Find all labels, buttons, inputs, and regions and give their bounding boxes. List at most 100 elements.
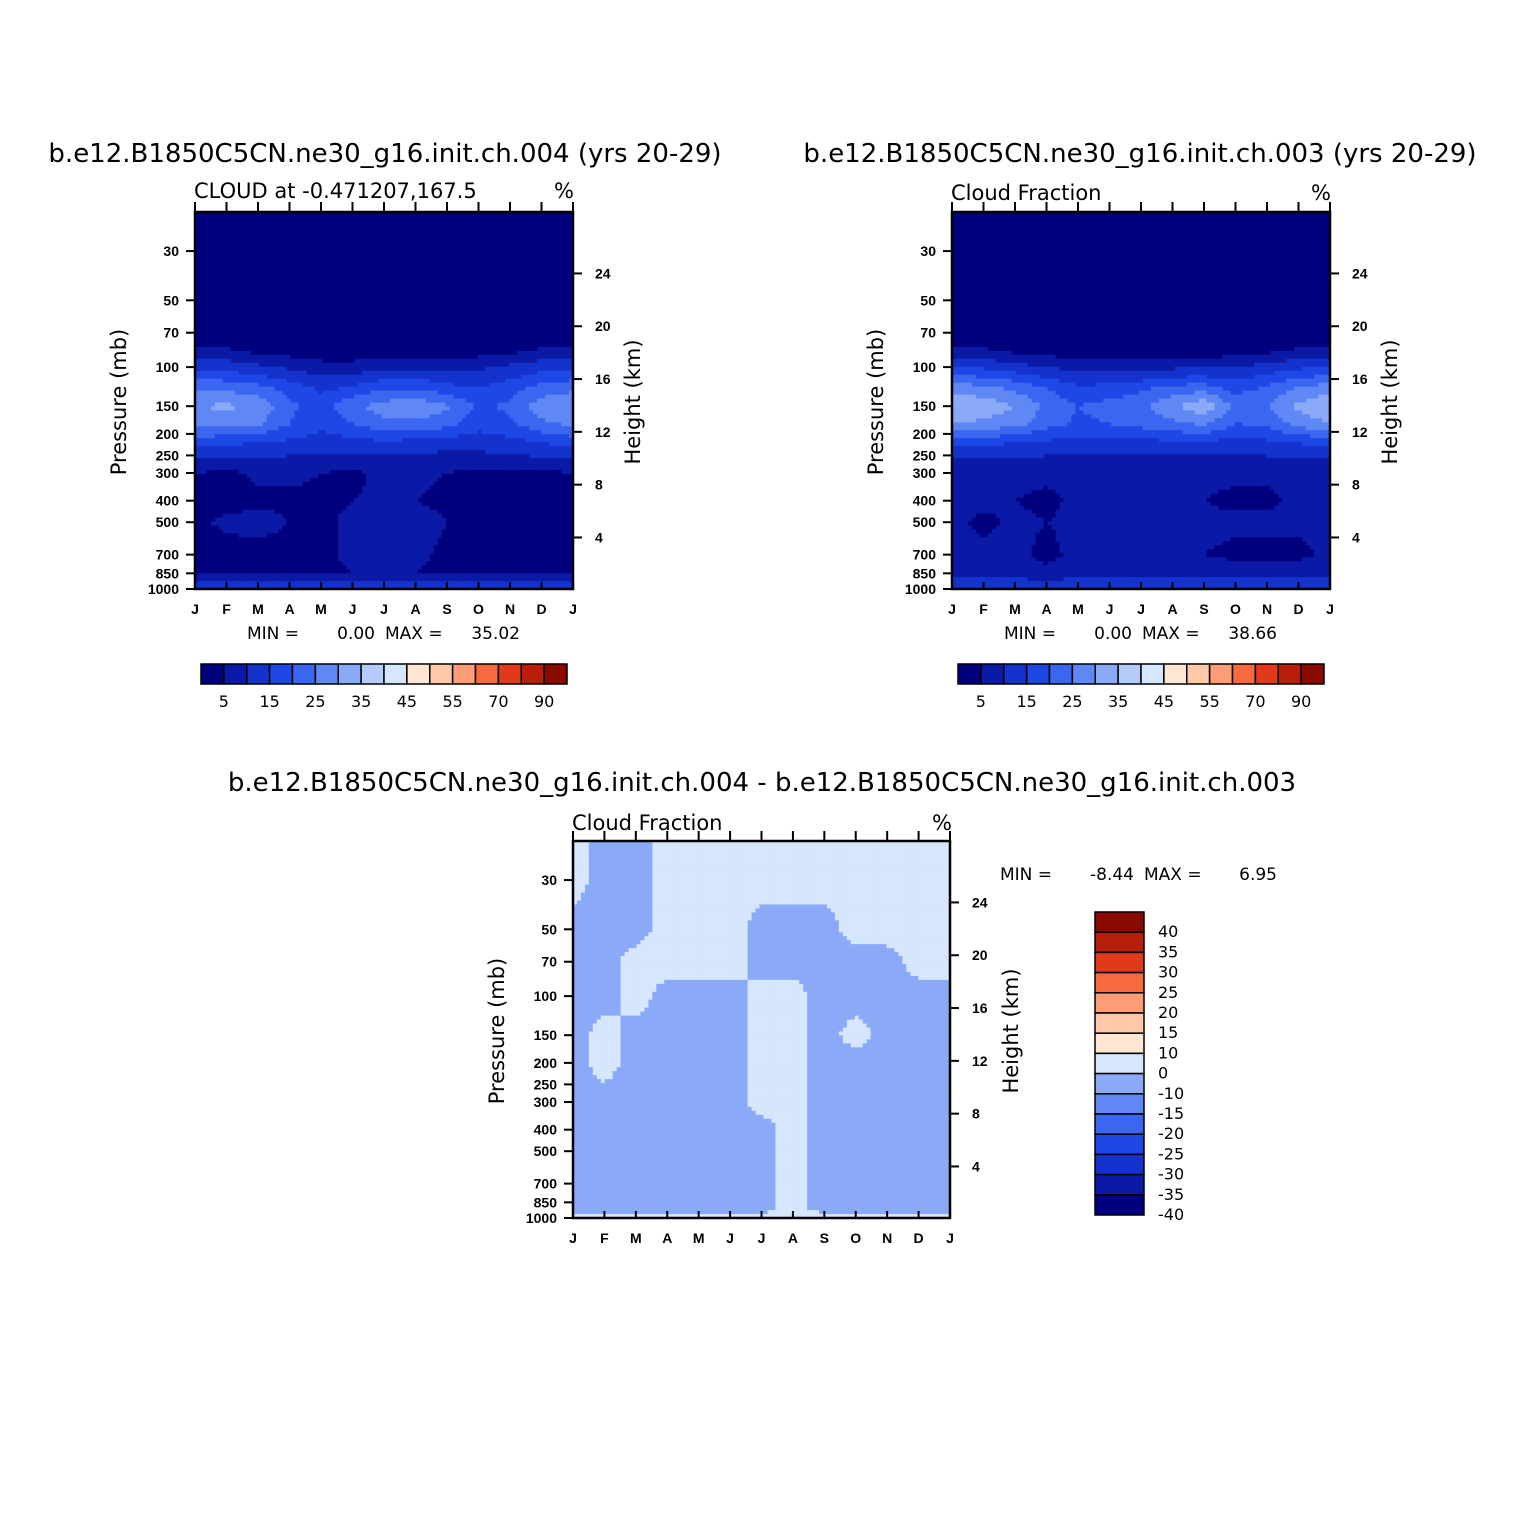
- contour-cell: [358, 311, 363, 316]
- contour-cell: [342, 378, 347, 384]
- contour-cell: [429, 374, 435, 380]
- contour-cell: [433, 342, 439, 348]
- contour-cell: [354, 287, 359, 292]
- contour-cell: [210, 283, 216, 288]
- contour-cell: [366, 386, 371, 392]
- contour-cell: [230, 418, 236, 423]
- contour-cell: [517, 350, 522, 356]
- contour-cell: [214, 287, 220, 292]
- contour-cell: [413, 259, 419, 265]
- contour-cell: [441, 390, 447, 396]
- contour-cell: [465, 374, 471, 380]
- contour-cell: [529, 358, 534, 364]
- contour-cell: [302, 227, 308, 233]
- contour-cell: [505, 335, 510, 340]
- contour-cell: [421, 358, 427, 364]
- contour-cell: [513, 219, 518, 225]
- contour-cell: [326, 243, 331, 249]
- contour-cell: [302, 299, 308, 304]
- contour-cell: [326, 275, 331, 281]
- contour-cell: [294, 271, 300, 277]
- contour-cell: [286, 259, 292, 265]
- contour-cell: [553, 358, 558, 364]
- contour-cell: [374, 299, 379, 304]
- contour-cell: [262, 327, 268, 332]
- contour-cell: [378, 311, 383, 316]
- contour-cell: [378, 223, 383, 229]
- contour-cell: [246, 338, 252, 344]
- contour-cell: [461, 215, 467, 221]
- contour-cell: [485, 366, 491, 372]
- contour-cell: [314, 307, 319, 312]
- contour-cell: [553, 327, 558, 332]
- contour-cell: [565, 331, 570, 336]
- contour-cell: [413, 327, 419, 332]
- contour-cell: [378, 362, 383, 368]
- contour-cell: [222, 386, 228, 392]
- contour-cell: [302, 390, 308, 396]
- contour-cell: [457, 239, 463, 245]
- contour-cell: [366, 338, 371, 344]
- contour-cell: [441, 346, 447, 352]
- contour-cell: [497, 299, 502, 304]
- contour-cell: [310, 212, 315, 217]
- contour-cell: [489, 350, 495, 356]
- contour-cell: [529, 279, 534, 285]
- contour-cell: [569, 350, 573, 356]
- contour-cell: [549, 283, 554, 288]
- contour-cell: [549, 366, 554, 372]
- contour-cell: [302, 311, 308, 316]
- contour-cell: [226, 346, 232, 352]
- contour-cell: [354, 223, 359, 229]
- contour-cell: [350, 342, 355, 348]
- contour-cell: [553, 346, 558, 352]
- contour-cell: [218, 247, 224, 253]
- contour-cell: [294, 374, 300, 380]
- contour-cell: [529, 271, 534, 277]
- contour-cell: [262, 386, 268, 392]
- contour-cell: [481, 212, 487, 217]
- contour-cell: [457, 227, 463, 233]
- contour-cell: [545, 263, 550, 269]
- contour-cell: [314, 374, 319, 380]
- contour-cell: [569, 307, 573, 312]
- contour-cell: [298, 394, 304, 400]
- contour-cell: [294, 331, 300, 336]
- contour-cell: [541, 219, 546, 225]
- contour-cell: [262, 402, 268, 408]
- contour-cell: [401, 406, 407, 412]
- contour-cell: [346, 231, 351, 237]
- contour-cell: [405, 323, 411, 328]
- contour-cell: [310, 235, 315, 241]
- contour-cell: [533, 370, 538, 376]
- contour-cell: [326, 255, 331, 261]
- contour-cell: [493, 358, 498, 364]
- contour-cell: [569, 319, 573, 324]
- contour-cell: [278, 382, 284, 388]
- contour-cell: [421, 331, 427, 336]
- contour-cell: [401, 386, 407, 392]
- contour-cell: [378, 410, 383, 415]
- contour-cell: [266, 362, 272, 368]
- contour-cell: [549, 315, 554, 320]
- contour-cell: [370, 219, 375, 225]
- contour-cell: [214, 255, 220, 261]
- contour-cell: [202, 315, 208, 320]
- contour-cell: [238, 406, 244, 412]
- contour-cell: [378, 378, 383, 384]
- contour-cell: [437, 350, 443, 356]
- contour-cell: [445, 307, 451, 312]
- contour-cell: [461, 223, 467, 229]
- contour-cell: [505, 406, 510, 412]
- contour-cell: [417, 287, 423, 292]
- contour-cell: [493, 259, 498, 265]
- contour-cell: [401, 346, 407, 352]
- contour-cell: [346, 342, 351, 348]
- contour-cell: [370, 223, 375, 229]
- contour-cell: [206, 251, 212, 257]
- contour-cell: [417, 311, 423, 316]
- contour-cell: [445, 215, 451, 221]
- contour-cell: [306, 398, 311, 404]
- contour-cell: [529, 327, 534, 332]
- contour-cell: [497, 303, 502, 308]
